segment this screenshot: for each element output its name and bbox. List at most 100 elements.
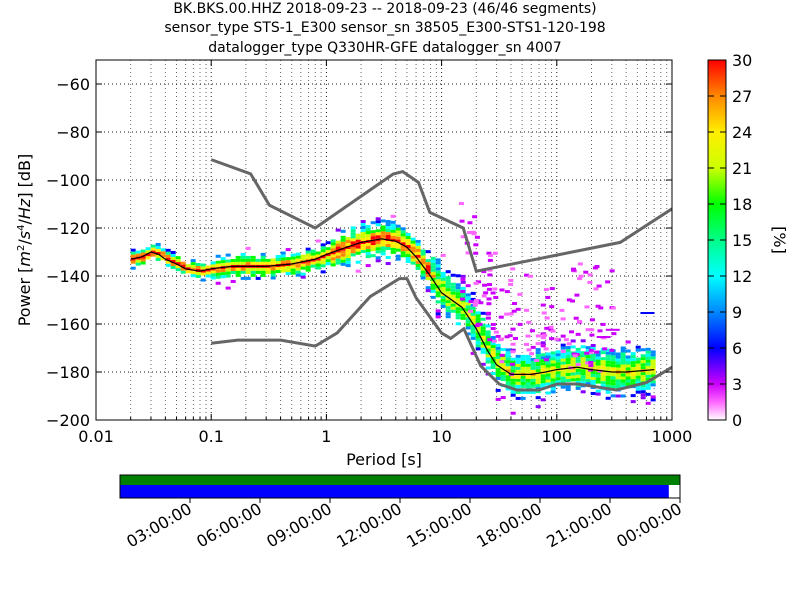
psd-cell xyxy=(345,255,351,259)
psd-cell xyxy=(555,377,561,381)
psd-cell xyxy=(645,347,651,351)
psd-cell xyxy=(400,239,406,243)
x-tick-label: 1 xyxy=(321,427,331,446)
psd-cell xyxy=(465,320,471,324)
psd-cell xyxy=(330,242,336,246)
psd-cell xyxy=(360,238,366,242)
psd-cell xyxy=(495,376,501,380)
psd-cell xyxy=(510,381,516,385)
psd-cell xyxy=(625,358,631,362)
psd-cell xyxy=(535,381,541,385)
psd-cell xyxy=(415,239,421,243)
psd-cell xyxy=(340,247,346,251)
psd-outlier-cell xyxy=(572,354,578,358)
y-axis-label: Power [m2/s4/Hz] [dB] xyxy=(15,154,34,327)
psd-cell xyxy=(365,234,371,238)
psd-outlier-cell xyxy=(527,274,533,278)
psd-cell xyxy=(565,379,571,383)
psd-cell xyxy=(645,365,651,369)
y-tick-label: −200 xyxy=(46,411,90,430)
psd-cell xyxy=(405,257,411,261)
psd-cell xyxy=(500,396,506,400)
psd-cell xyxy=(635,375,641,379)
psd-outlier-cell xyxy=(510,327,516,331)
psd-cell xyxy=(240,270,246,274)
psd-cell xyxy=(600,372,606,376)
psd-cell xyxy=(305,262,311,266)
psd-cell xyxy=(535,369,541,373)
psd-cell xyxy=(285,269,291,273)
psd-cell xyxy=(345,249,351,253)
psd-cell xyxy=(430,259,436,263)
psd-outlier-cell xyxy=(472,303,478,307)
psd-cell xyxy=(205,265,211,269)
psd-cell xyxy=(645,371,651,375)
psd-cell xyxy=(500,369,506,373)
psd-cell xyxy=(175,259,181,263)
psd-cell xyxy=(485,357,491,361)
psd-cell xyxy=(360,226,366,230)
psd-cell xyxy=(605,381,611,385)
psd-cell xyxy=(130,254,136,258)
psd-cell xyxy=(305,265,311,269)
psd-cell xyxy=(485,345,491,349)
psd-cell xyxy=(210,270,216,274)
psd-cell xyxy=(510,378,516,382)
psd-outlier-cell xyxy=(488,254,494,258)
psd-outlier-cell xyxy=(578,274,584,278)
psd-cell xyxy=(630,358,636,362)
psd-cell xyxy=(485,360,491,364)
psd-cell xyxy=(435,258,441,262)
psd-cell xyxy=(375,244,381,248)
psd-cell xyxy=(255,270,261,274)
psd-cell xyxy=(545,382,551,386)
psd-cell xyxy=(465,332,471,336)
psd-cell xyxy=(565,376,571,380)
psd-cell xyxy=(540,383,546,387)
psd-cell xyxy=(150,247,156,251)
psd-cell xyxy=(485,336,491,340)
psd-cell xyxy=(570,369,576,373)
psd-cell xyxy=(445,288,451,292)
psd-cell xyxy=(590,376,596,380)
psd-cell xyxy=(480,344,486,348)
psd-cell xyxy=(520,381,526,385)
psd-outlier-cell xyxy=(535,334,541,338)
psd-outlier-cell xyxy=(508,278,514,282)
psd-cell xyxy=(415,242,421,246)
psd-cell xyxy=(210,264,216,268)
psd-cell xyxy=(435,312,441,316)
psd-cell xyxy=(350,244,356,248)
psd-outlier-cell xyxy=(493,330,499,334)
psd-cell xyxy=(260,252,266,256)
psd-cell xyxy=(190,274,196,278)
psd-cell xyxy=(135,253,141,257)
psd-cell xyxy=(470,336,476,340)
psd-cell xyxy=(515,357,521,361)
psd-cell xyxy=(440,277,446,281)
psd-outlier-cell xyxy=(549,337,555,341)
psd-cell xyxy=(450,300,456,304)
psd-cell xyxy=(520,375,526,379)
psd-cell xyxy=(475,326,481,330)
psd-cell xyxy=(480,317,486,321)
psd-cell xyxy=(280,260,286,264)
psd-cell xyxy=(230,267,236,271)
psd-cell xyxy=(495,388,501,392)
psd-cell xyxy=(605,366,611,370)
psd-cell xyxy=(395,236,401,240)
psd-cell xyxy=(510,357,516,361)
psd-outlier-cell xyxy=(482,283,488,287)
psd-outlier-cell xyxy=(574,293,580,297)
psd-cell xyxy=(510,360,516,364)
psd-cell xyxy=(530,375,536,379)
psd-cell xyxy=(645,383,651,387)
psd-cell xyxy=(130,266,136,270)
colorbar-tick-label: 18 xyxy=(732,195,752,214)
psd-cell xyxy=(575,359,581,363)
psd-outlier-cell xyxy=(571,352,577,356)
psd-cell xyxy=(320,252,326,256)
psd-cell xyxy=(355,269,361,273)
psd-cell xyxy=(610,382,616,386)
psd-cell xyxy=(610,373,616,377)
